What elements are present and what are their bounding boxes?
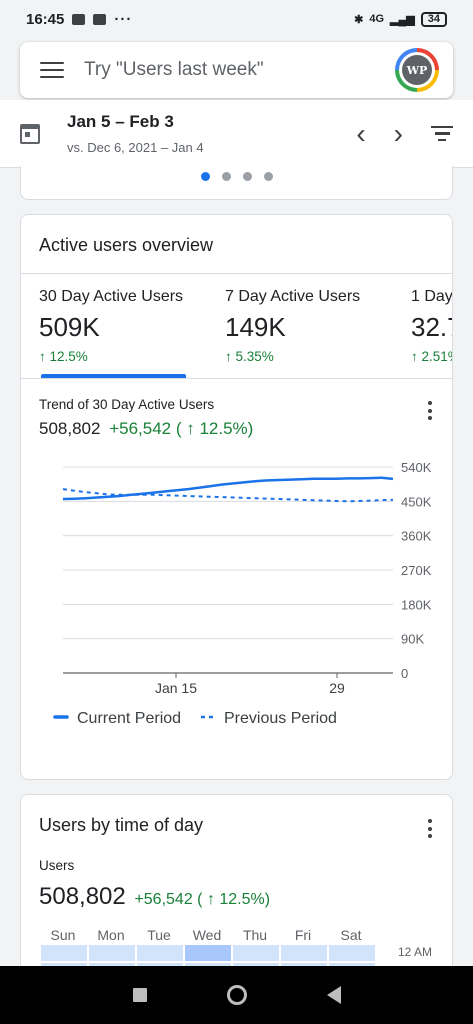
home-icon[interactable] bbox=[226, 985, 247, 1005]
system-nav-bar bbox=[0, 966, 473, 1024]
bluetooth-icon: ✱ bbox=[354, 13, 364, 26]
y-tick-label: 360K bbox=[401, 529, 432, 544]
time-value: 508,802 +56,542 ( ↑ 12.5%) bbox=[21, 873, 452, 911]
search-input[interactable]: Try "Users last week" bbox=[84, 59, 264, 80]
y-tick-label: 540K bbox=[401, 460, 432, 475]
filter-icon[interactable] bbox=[431, 126, 453, 141]
heatmap-cell[interactable] bbox=[137, 945, 183, 961]
signal-icon: ▂▄▆ bbox=[390, 13, 415, 26]
status-bar: 16:45 ··· ✱ 4G ▂▄▆ 34 bbox=[0, 0, 473, 38]
date-range-bar: Jan 5 – Feb 3 vs. Dec 6, 2021 – Jan 4 ‹ … bbox=[0, 100, 473, 168]
avatar[interactable]: WP bbox=[395, 48, 439, 92]
chevron-left-icon[interactable]: ‹ bbox=[356, 117, 366, 149]
pager-dot-2[interactable] bbox=[221, 172, 231, 181]
day-label: Wed bbox=[192, 927, 222, 943]
carousel-pager bbox=[21, 172, 452, 181]
metric-label: 7 Day Active Users bbox=[225, 288, 361, 305]
metric-change: ↑ 5.35% bbox=[225, 349, 274, 364]
heatmap-cell[interactable] bbox=[89, 945, 135, 961]
series-line-current bbox=[62, 476, 394, 501]
selected-tab-indicator bbox=[41, 374, 186, 378]
hamburger-icon[interactable] bbox=[40, 62, 64, 78]
pager-dot-4[interactable] bbox=[263, 172, 273, 181]
heatmap-cell[interactable] bbox=[233, 945, 279, 961]
day-label: Tue bbox=[147, 927, 171, 943]
carousel-card bbox=[20, 166, 453, 200]
metric-change: ↑ 12.5% bbox=[39, 349, 88, 364]
legend-label-current: Current Period bbox=[77, 710, 181, 725]
message-icon bbox=[72, 13, 86, 25]
heatmap-row bbox=[41, 945, 375, 961]
date-range-primary: Jan 5 – Feb 3 bbox=[67, 112, 174, 131]
trend-value: 508,802 +56,542 ( ↑ 12.5%) bbox=[39, 419, 452, 439]
day-label: Mon bbox=[97, 927, 125, 943]
time-of-day-card: Users by time of day Users 508,802 +56,5… bbox=[20, 794, 453, 994]
calendar-icon[interactable] bbox=[20, 123, 40, 144]
metric-label: Users bbox=[39, 858, 75, 873]
metric-label: 1 Day Active Users bbox=[411, 288, 452, 305]
back-icon[interactable] bbox=[326, 986, 341, 1004]
heatmap-cell[interactable] bbox=[41, 945, 87, 961]
y-tick-label: 450K bbox=[401, 494, 432, 509]
metric-tab-30-day[interactable]: 30 Day Active Users 509K ↑ 12.5% bbox=[21, 274, 207, 378]
metric-value: 32.7K bbox=[411, 312, 452, 342]
series-line-previous bbox=[62, 488, 394, 503]
y-tick-label: 0 bbox=[401, 666, 408, 681]
day-label: Sat bbox=[340, 927, 362, 943]
metric-label: 30 Day Active Users bbox=[39, 288, 184, 305]
legend-label-previous: Previous Period bbox=[224, 710, 337, 725]
heatmap-cell[interactable] bbox=[329, 945, 375, 961]
status-time: 16:45 bbox=[26, 10, 65, 28]
metric-tab-7-day[interactable]: 7 Day Active Users 149K ↑ 5.35% bbox=[207, 274, 393, 378]
more-vert-icon[interactable] bbox=[428, 819, 432, 838]
avatar-initials: WP bbox=[402, 55, 432, 85]
time-delta: +56,542 ( ↑ 12.5%) bbox=[134, 891, 271, 908]
card-title: Active users overview bbox=[39, 235, 214, 255]
trend-line-chart: 540K 450K 360K 270K 180K 90K 0 Jan 15 29 Current … bbox=[53, 460, 432, 725]
metric-value: 149K bbox=[225, 312, 286, 342]
heatmap-cell[interactable] bbox=[185, 945, 231, 961]
metric-tab-1-day[interactable]: 1 Day Active Users 32.7K ↑ 2.51% bbox=[393, 274, 452, 378]
metrics-tabs: 30 Day Active Users 509K ↑ 12.5% 7 Day A… bbox=[21, 273, 452, 379]
battery-indicator: 34 bbox=[420, 11, 447, 27]
recents-icon[interactable] bbox=[132, 988, 147, 1002]
metric-change: ↑ 2.51% bbox=[411, 349, 452, 364]
heatmap-cell[interactable] bbox=[281, 945, 327, 961]
notification-icon bbox=[93, 13, 107, 25]
search-bar[interactable]: Try "Users last week" WP bbox=[20, 42, 453, 98]
y-tick-label: 180K bbox=[401, 597, 432, 612]
trend-total: 508,802 bbox=[39, 419, 101, 438]
active-users-card: Active users overview 30 Day Active User… bbox=[20, 214, 453, 780]
day-label: Fri bbox=[294, 927, 312, 943]
hour-label: 12 AM bbox=[397, 945, 432, 959]
metric-value: 509K bbox=[39, 312, 100, 342]
more-vert-icon[interactable] bbox=[428, 401, 432, 420]
more-notifications-indicator: ··· bbox=[114, 10, 133, 28]
trend-title: Trend of 30 Day Active Users bbox=[39, 397, 215, 412]
y-tick-label: 90K bbox=[401, 632, 424, 647]
y-tick-label: 270K bbox=[401, 563, 432, 578]
date-range-selector[interactable]: Jan 5 – Feb 3 vs. Dec 6, 2021 – Jan 4 bbox=[67, 112, 204, 155]
pager-dot-1[interactable] bbox=[200, 172, 210, 181]
weekday-labels: Sun Mon Tue Wed Thu Fri Sat bbox=[39, 927, 375, 943]
network-type: 4G bbox=[369, 13, 385, 25]
time-total: 508,802 bbox=[39, 883, 126, 910]
day-label: Sun bbox=[50, 927, 76, 943]
pager-dot-3[interactable] bbox=[242, 172, 252, 181]
date-range-comparison: vs. Dec 6, 2021 – Jan 4 bbox=[67, 140, 204, 155]
day-label: Thu bbox=[242, 927, 268, 943]
x-tick-label: 29 bbox=[329, 680, 345, 696]
chevron-right-icon[interactable]: › bbox=[393, 117, 403, 149]
trend-delta: +56,542 ( ↑ 12.5%) bbox=[109, 419, 254, 438]
card-title: Users by time of day bbox=[39, 815, 204, 835]
x-tick-label: Jan 15 bbox=[155, 680, 197, 696]
